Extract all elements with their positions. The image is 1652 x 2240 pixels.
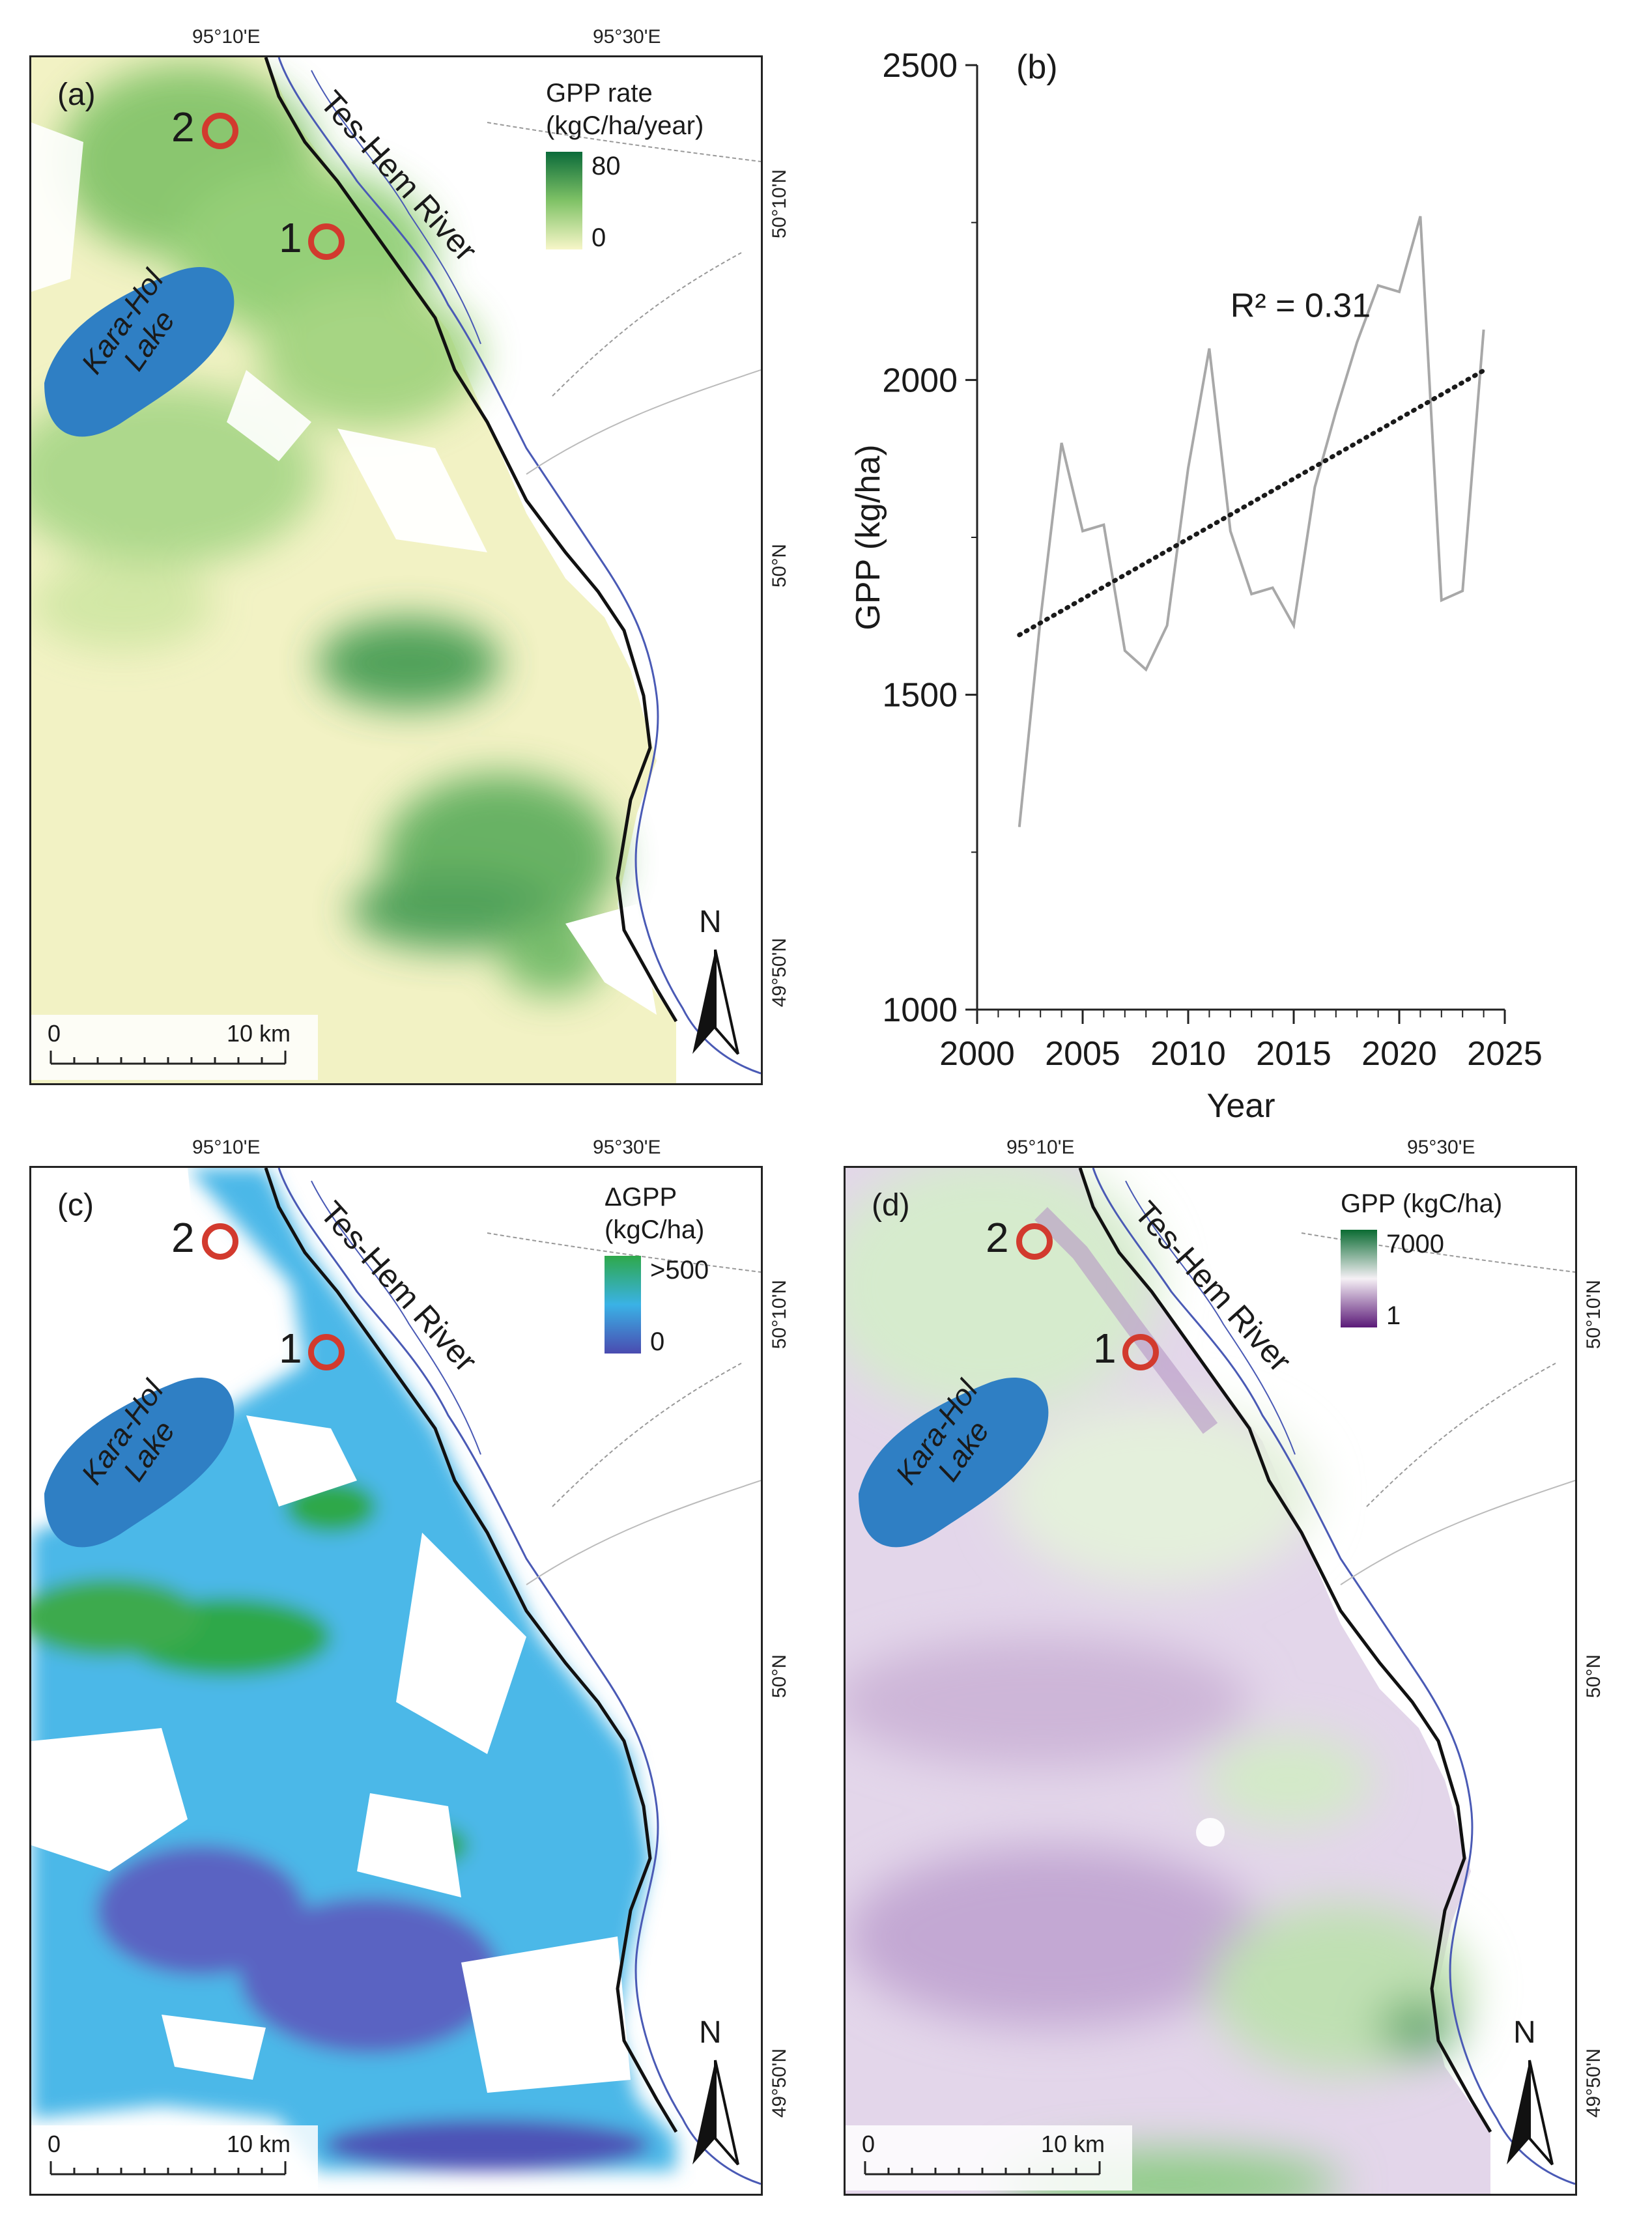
site-marker-2: [1016, 1223, 1053, 1260]
site-marker-2: [202, 1223, 238, 1260]
legend-title-d: GPP (kgC/ha): [1341, 1189, 1503, 1218]
legend-max-a: 80: [591, 152, 621, 180]
site-marker-1: [308, 1334, 345, 1370]
site-label-1: 1: [279, 214, 302, 261]
panel-label-b: (b): [1016, 48, 1058, 86]
legend-min-c: 0: [650, 1327, 665, 1356]
map-c-raster: [31, 1168, 761, 2185]
site-marker-2: [202, 113, 238, 149]
lon-label-1: 95°10'E: [192, 26, 261, 48]
y-tick-label: 2000: [882, 362, 958, 399]
legend-min-a: 0: [591, 223, 606, 252]
site-label-2: 2: [171, 1214, 195, 1261]
lake-shape: [44, 267, 235, 437]
legend-max-c: >500: [650, 1256, 709, 1284]
scalebar-d: 0 10 km: [846, 2125, 1132, 2190]
map-a: (a) Kara-Hol Lake Tes-Hem River 2 1 GPP …: [29, 55, 763, 1085]
legend-min-d: 1: [1386, 1301, 1401, 1330]
y-axis-label: GPP (kg/ha): [849, 444, 887, 630]
lat-label-2: 50°N: [769, 1654, 790, 1699]
map-a-raster: [31, 57, 761, 1083]
site-label-1: 1: [279, 1325, 302, 1372]
map-d: (d) Kara-Hol Lake Tes-Hem River 2 1 GPP …: [844, 1166, 1577, 2196]
lat-label-2: 50°N: [1583, 1654, 1604, 1699]
x-axis-label: Year: [1206, 1087, 1275, 1120]
lat-label-3: 49°50'N: [769, 2049, 790, 2118]
north-arrow-icon: [1507, 2060, 1554, 2166]
lat-label-2: 50°N: [769, 544, 790, 588]
y-tick-label: 1000: [882, 991, 958, 1029]
lat-label-3: 49°50'N: [769, 938, 790, 1008]
panel-b-chart: 1000 1500 2000 2500 2000 2005 2010 2015 2020 2025…: [801, 26, 1583, 1125]
y-tick-label: 1500: [882, 677, 958, 715]
legend-title-c: ΔGPP (kgC/ha): [605, 1183, 705, 1244]
legend-colorbar-d: [1341, 1230, 1377, 1327]
r-squared-annotation: R² = 0.31: [1231, 287, 1371, 325]
x-tick-label: 2010: [1150, 1035, 1226, 1073]
lon-label-1: 95°10'E: [1006, 1137, 1075, 1158]
north-label-a: N: [699, 905, 722, 939]
north-label-c: N: [699, 2015, 722, 2050]
gpp-timeseries-chart: 1000 1500 2000 2500 2000 2005 2010 2015 2020 2025…: [849, 47, 1543, 1125]
lon-label-2: 95°30'E: [593, 1137, 661, 1158]
trend-line: [1017, 368, 1487, 638]
panel-label-c: (c): [57, 1188, 94, 1223]
lat-label-1: 50°10'N: [769, 1280, 790, 1350]
x-tick-label: 2015: [1256, 1035, 1332, 1073]
north-label-d: N: [1513, 2015, 1536, 2050]
lake-shape: [859, 1378, 1049, 1548]
lake-shape: [44, 1378, 235, 1548]
y-tick-label: 2500: [882, 47, 958, 85]
lat-label-1: 50°10'N: [769, 169, 790, 239]
lat-label-3: 49°50'N: [1583, 2049, 1604, 2118]
x-tick-label: 2025: [1467, 1035, 1543, 1073]
legend-max-d: 7000: [1386, 1230, 1444, 1258]
lon-label-2: 95°30'E: [593, 26, 661, 48]
gpp-series-line: [1018, 216, 1485, 827]
north-arrow-icon: [692, 949, 739, 1055]
site-label-2: 2: [171, 104, 195, 150]
map-c: (c) Kara-Hol Lake Tes-Hem River 2 1 ΔGPP…: [29, 1166, 763, 2196]
lon-label-2: 95°30'E: [1407, 1137, 1475, 1158]
legend-title-a: GPP rate (kgC/ha/year): [546, 79, 704, 140]
x-tick-label: 2020: [1361, 1035, 1437, 1073]
panel-label-d: (d): [872, 1188, 910, 1223]
lat-label-1: 50°10'N: [1583, 1280, 1604, 1350]
site-marker-1: [1122, 1334, 1159, 1370]
scalebar-c: 0 10 km: [31, 2125, 318, 2190]
x-tick-label: 2000: [939, 1035, 1015, 1073]
legend-colorbar-c: [605, 1256, 641, 1354]
north-arrow-icon: [692, 2060, 739, 2166]
scalebar-a: 0 10 km: [31, 1015, 318, 1080]
lon-label-1: 95°10'E: [192, 1137, 261, 1158]
legend-colorbar-a: [546, 152, 582, 249]
panel-label-a: (a): [57, 78, 96, 112]
site-label-1: 1: [1093, 1325, 1117, 1372]
x-tick-label: 2005: [1045, 1035, 1120, 1073]
site-label-2: 2: [986, 1214, 1009, 1261]
map-d-raster: [846, 1168, 1575, 2194]
site-marker-1: [308, 223, 345, 260]
